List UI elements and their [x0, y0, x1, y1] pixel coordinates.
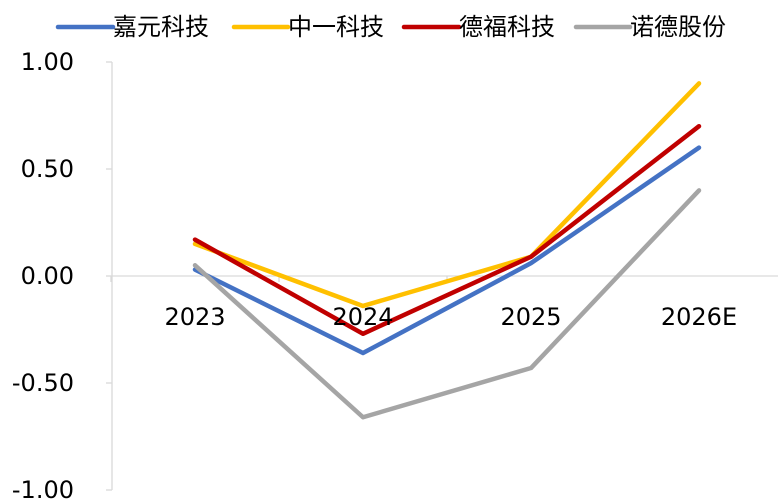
legend-item-3: 德福科技: [401, 13, 555, 41]
y-tick-label: -0.50: [12, 369, 74, 397]
legend-label: 嘉元科技: [113, 13, 209, 41]
x-tick-label: 2025: [500, 303, 561, 331]
series-line-3: [192, 123, 702, 337]
legend-label: 德福科技: [459, 13, 555, 41]
x-tick-label: 2024: [332, 303, 393, 331]
series-lines: [192, 81, 702, 420]
y-tick-label: 0.50: [21, 155, 74, 183]
series-line-4: [192, 188, 702, 420]
legend-item-2: 中一科技: [231, 13, 384, 41]
y-tick-label: -1.00: [12, 476, 74, 502]
y-tick-label: 1.00: [21, 48, 74, 76]
x-tick-label: 2023: [164, 303, 225, 331]
legend-label: 诺德股份: [630, 13, 726, 41]
series-line-1: [192, 145, 702, 356]
legend-label: 中一科技: [288, 13, 384, 41]
x-tick-labels: 2023 2024 2025 2026E: [164, 303, 737, 331]
y-tick-labels: 1.00 0.50 0.00 -0.50 -1.00: [12, 48, 74, 502]
legend: 嘉元科技 中一科技 德福科技 诺德股份: [55, 13, 726, 41]
legend-item-4: 诺德股份: [573, 13, 726, 41]
y-tick-label: 0.00: [21, 262, 74, 290]
series-line-2: [192, 81, 702, 309]
legend-item-1: 嘉元科技: [55, 13, 209, 41]
x-tick-label: 2026E: [661, 303, 737, 331]
